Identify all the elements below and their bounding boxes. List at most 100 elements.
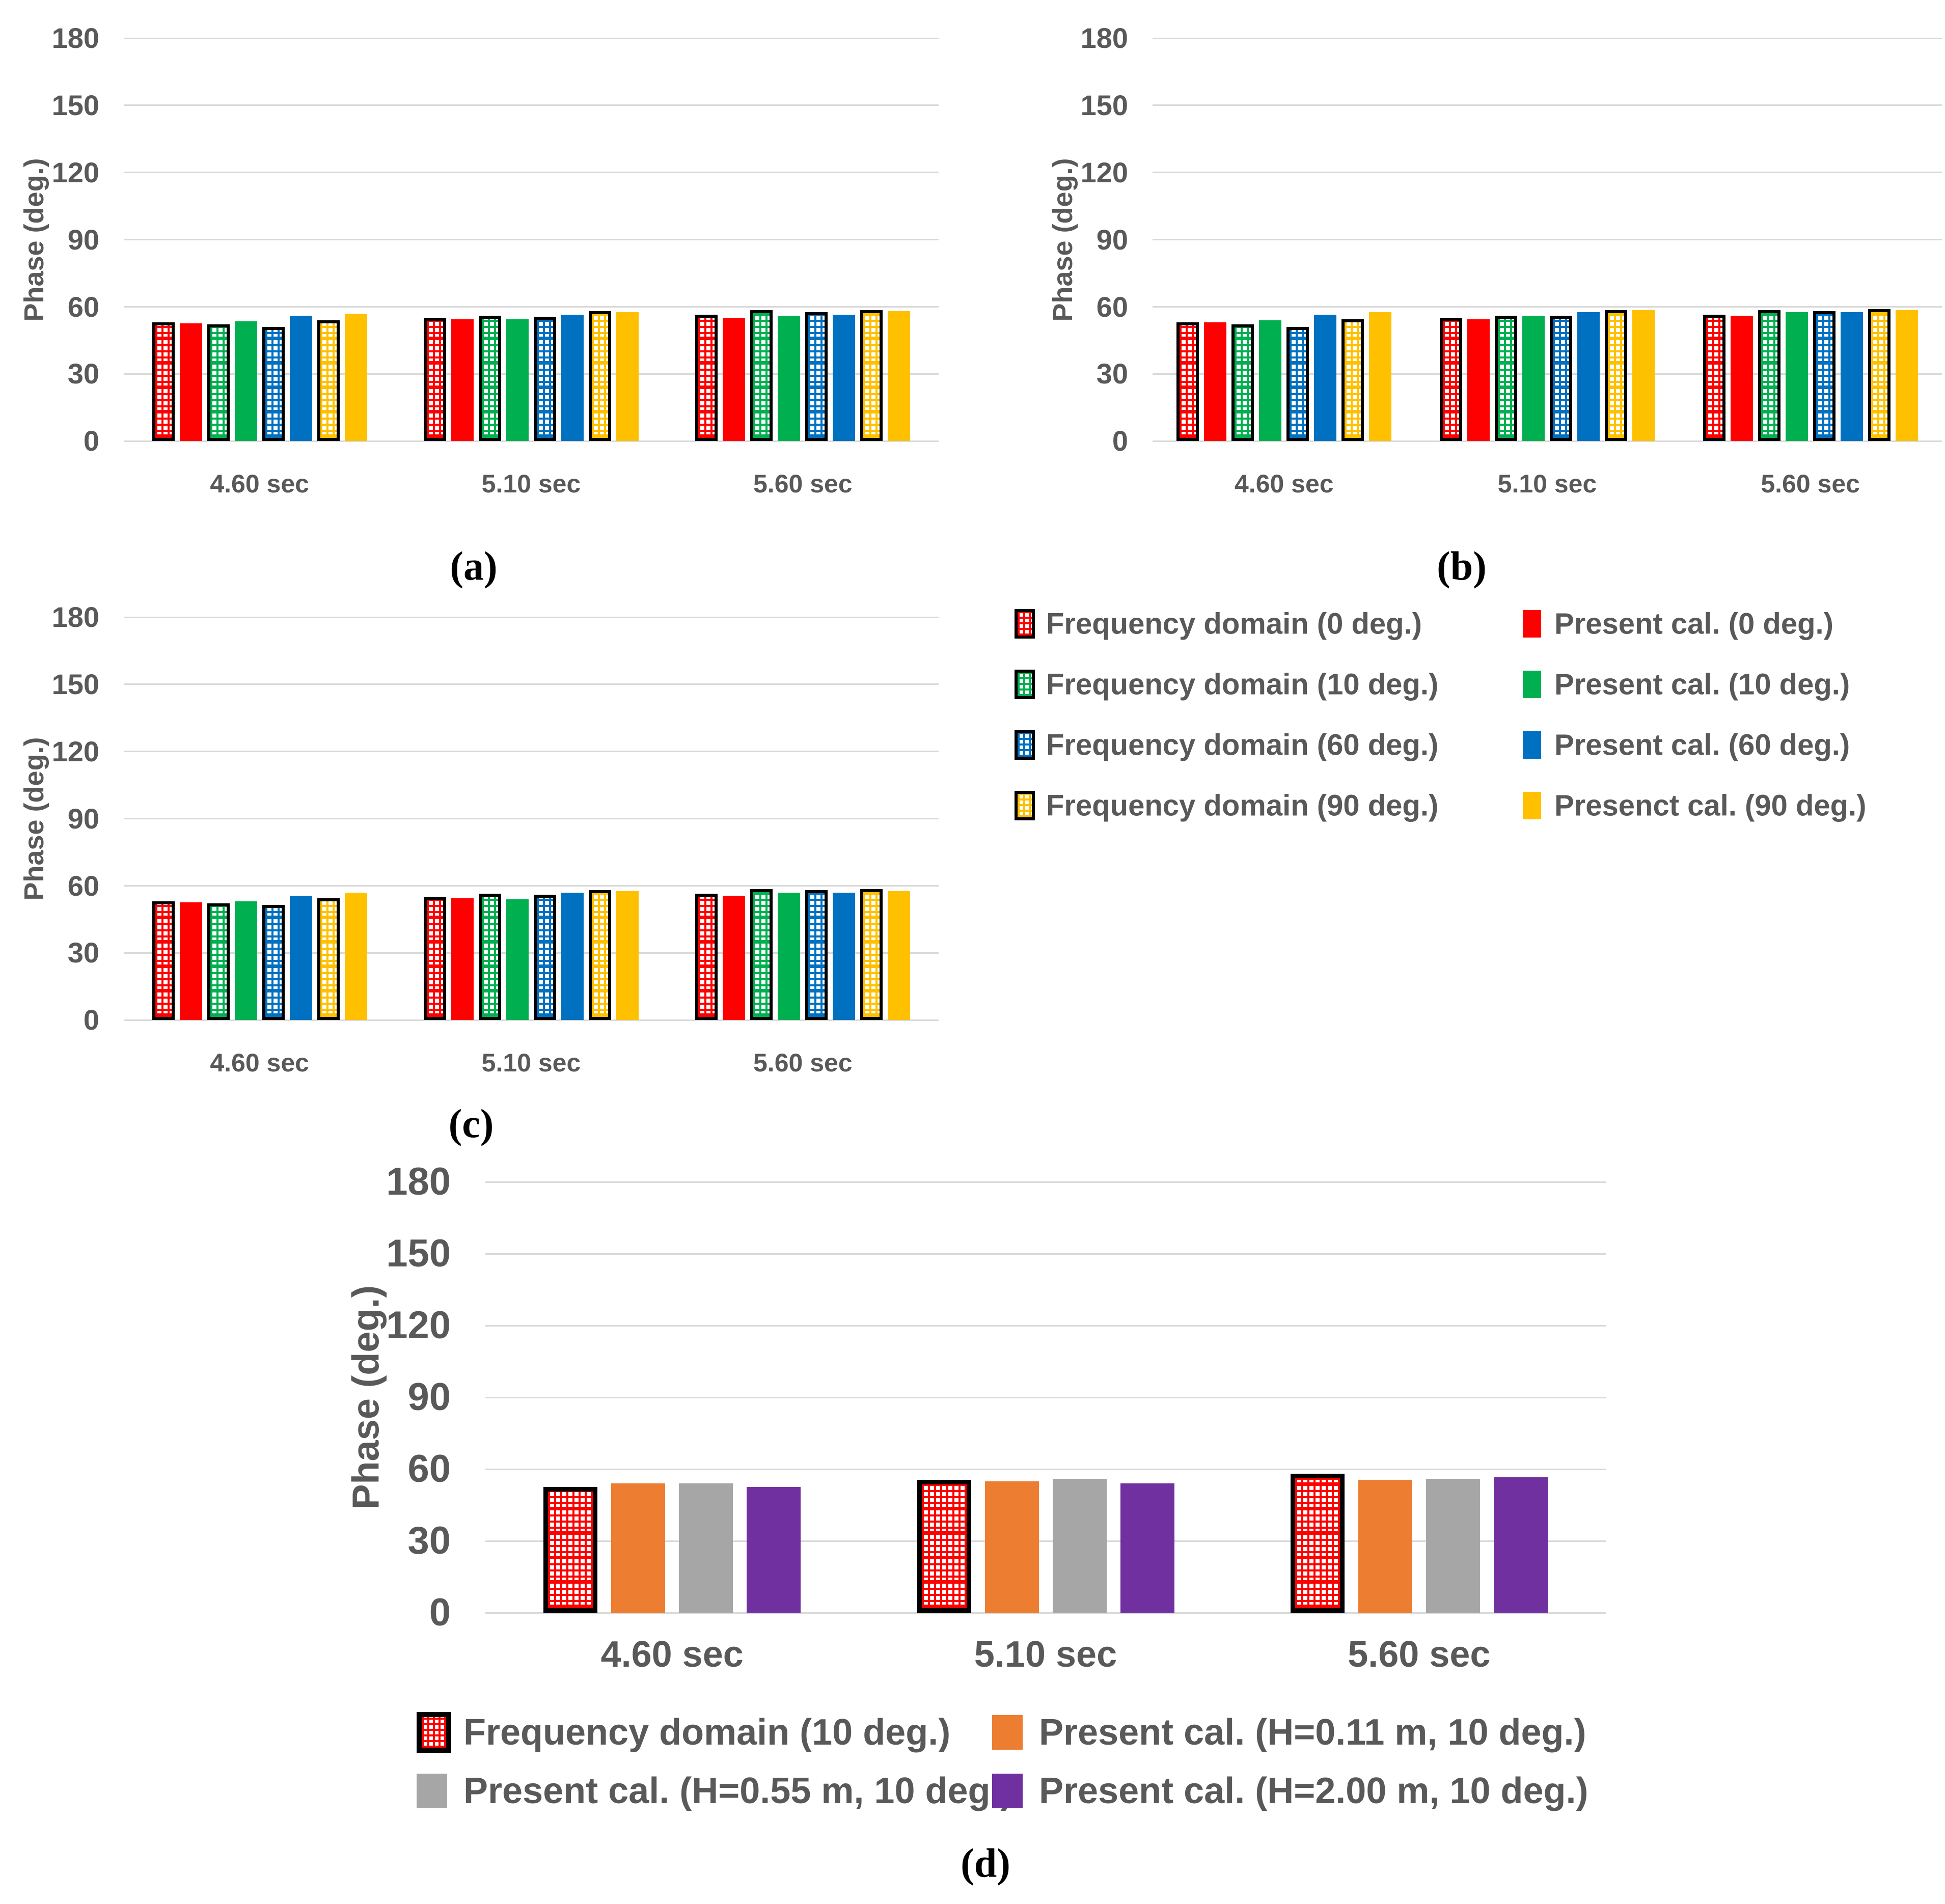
gridline-y30 (485, 1540, 1606, 1542)
bar-solid (1895, 310, 1918, 441)
gridline-y60 (485, 1468, 1606, 1470)
x-category-label: 4.60 sec (210, 1048, 309, 1077)
y-tick-label: 30 (407, 1519, 451, 1562)
y-axis-label: Phase (deg.) (1048, 157, 1078, 322)
gridline-y0 (485, 1612, 1606, 1614)
legend-marker-hatched-icon (1015, 791, 1035, 820)
y-tick-label: 150 (51, 668, 99, 701)
bar-solid (1522, 315, 1545, 441)
y-tick-label: 90 (1096, 223, 1128, 256)
bar-hatched (479, 893, 501, 1020)
bar-solid (1577, 312, 1600, 441)
y-tick-label: 0 (1112, 425, 1128, 457)
x-category-label: 4.60 sec (210, 470, 309, 498)
legend-item-label: Present cal. (10 deg.) (1554, 668, 1850, 701)
y-tick-label: 120 (386, 1303, 451, 1347)
bar-solid (1052, 1478, 1107, 1613)
gridline-y30 (124, 952, 939, 954)
gridline-y90 (124, 239, 939, 240)
y-axis-label: Phase (deg.) (344, 1285, 387, 1509)
bar-solid (616, 891, 639, 1020)
legend-marker-solid-icon (1523, 731, 1541, 759)
bar-hatched (695, 314, 718, 441)
bar-solid (234, 901, 257, 1020)
bar-solid (344, 313, 367, 441)
legend-item-label: Frequency domain (60 deg.) (1046, 728, 1439, 762)
legend-marker-solid-icon (1523, 792, 1541, 819)
panel-label-b: (b) (1437, 544, 1487, 589)
bar-hatched (805, 890, 828, 1020)
bar-solid (1785, 312, 1808, 441)
bar-solid (234, 321, 257, 441)
bar-solid (616, 312, 639, 441)
legend-item-label: Presenct cal. (90 deg.) (1554, 789, 1867, 822)
bar-solid (679, 1483, 733, 1613)
y-tick-label: 120 (51, 735, 99, 767)
bar-solid (451, 319, 474, 441)
bar-solid (833, 892, 856, 1020)
gridline-y90 (1153, 239, 1942, 240)
bar-solid (1493, 1477, 1548, 1613)
gridline-y150 (124, 104, 939, 106)
y-axis-label: Phase (deg.) (19, 736, 49, 901)
bar-solid (888, 311, 911, 441)
bar-solid (289, 896, 312, 1020)
gridline-y180 (1153, 37, 1942, 39)
bar-solid (1467, 319, 1490, 441)
bar-solid (1314, 314, 1337, 441)
bar-hatched (1813, 311, 1836, 441)
y-tick-label: 60 (67, 290, 99, 323)
bar-hatched (317, 898, 340, 1020)
gridline-y0 (124, 1019, 939, 1021)
bar-solid (1730, 315, 1753, 441)
bar-solid (747, 1487, 801, 1613)
bar-solid (888, 891, 911, 1020)
bar-hatched (1290, 1474, 1345, 1613)
bar-hatched (860, 889, 883, 1020)
bar-hatched (1286, 326, 1309, 441)
y-tick-label: 0 (83, 425, 99, 457)
gridline-y30 (124, 373, 939, 375)
legend-item-label: Present cal. (H=2.00 m, 10 deg.) (1039, 1771, 1588, 1811)
bar-hatched (479, 315, 501, 441)
bar-solid (506, 899, 529, 1020)
gridline-y180 (124, 37, 939, 39)
legend-item-label: Frequency domain (0 deg.) (1046, 607, 1422, 641)
y-tick-label: 120 (1080, 156, 1128, 188)
bar-solid (1369, 312, 1392, 441)
gridline-y60 (124, 885, 939, 887)
y-tick-label: 60 (67, 869, 99, 902)
bar-hatched (1605, 310, 1627, 441)
y-tick-label: 0 (83, 1004, 99, 1036)
gridline-y0 (124, 440, 939, 442)
bar-hatched (750, 310, 773, 441)
bar-solid (344, 892, 367, 1020)
y-tick-label: 30 (67, 936, 99, 969)
bar-solid (1358, 1480, 1412, 1613)
bar-solid (1426, 1478, 1480, 1613)
legend-item-label: Frequency domain (90 deg.) (1046, 789, 1439, 822)
y-tick-label: 150 (386, 1231, 451, 1275)
legend-item-label: Present cal. (H=0.11 m, 10 deg.) (1039, 1712, 1586, 1753)
bar-hatched (207, 903, 230, 1020)
y-tick-label: 180 (51, 22, 99, 54)
legend-marker-solid-icon (1523, 671, 1541, 698)
bar-hatched (1341, 319, 1364, 441)
x-category-label: 5.10 sec (481, 470, 581, 498)
gridline-y120 (124, 172, 939, 174)
legend-marker-solid-icon (1523, 610, 1541, 638)
bar-solid (289, 315, 312, 441)
gridline-y150 (124, 683, 939, 685)
bar-solid (561, 314, 584, 441)
bar-solid (451, 898, 474, 1020)
y-tick-label: 60 (407, 1447, 451, 1491)
y-axis-label: Phase (deg.) (19, 157, 49, 322)
gridline-y90 (124, 818, 939, 819)
gridline-y60 (1153, 306, 1942, 308)
bar-solid (833, 314, 856, 441)
bar-hatched (589, 890, 611, 1020)
bar-solid (778, 315, 801, 441)
